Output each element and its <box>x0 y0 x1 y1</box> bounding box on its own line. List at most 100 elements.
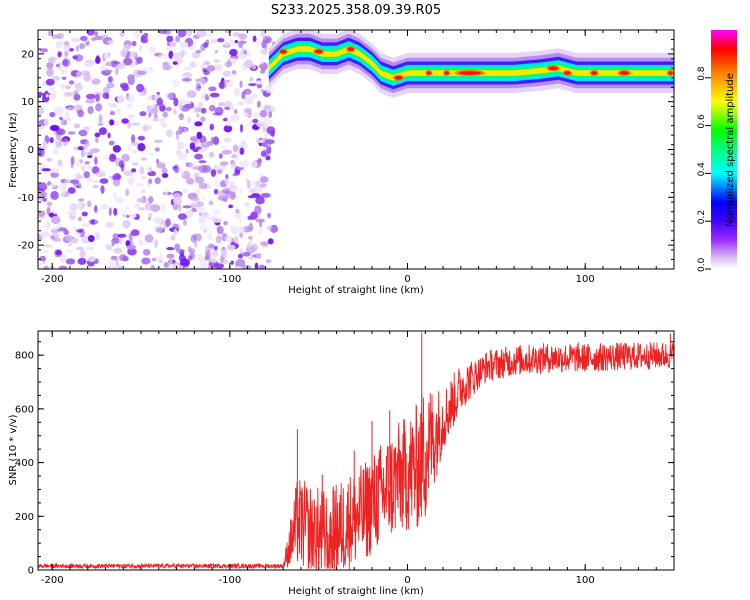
noise-blob <box>127 248 137 256</box>
noise-blob <box>233 87 241 94</box>
noise-blob <box>53 106 64 116</box>
noise-blob <box>182 205 192 209</box>
noise-blob <box>119 254 128 262</box>
noise-blob <box>63 91 74 97</box>
noise-blob <box>45 94 49 98</box>
noise-blob <box>108 259 117 266</box>
noise-blob <box>123 57 133 66</box>
noise-blob <box>140 175 147 180</box>
noise-blob <box>107 101 114 108</box>
noise-blob <box>229 48 238 57</box>
noise-blob <box>153 139 163 143</box>
signal-band <box>268 37 674 90</box>
noise-blob <box>43 118 49 126</box>
noise-blob <box>82 144 88 151</box>
noise-blob <box>47 202 53 207</box>
noise-blob <box>238 33 248 40</box>
noise-blob <box>163 262 170 268</box>
noise-blob <box>260 30 266 38</box>
noise-blob <box>75 45 79 52</box>
noise-blob <box>176 141 185 150</box>
noise-blob <box>59 116 63 120</box>
noise-blob <box>203 70 210 75</box>
noise-blob <box>44 220 52 229</box>
noise-blob <box>265 156 271 161</box>
noise-blob <box>113 247 123 254</box>
noise-blob <box>172 53 182 62</box>
noise-blob <box>141 257 151 265</box>
noise-blob <box>131 134 136 143</box>
spectrogram-y-label: Frequency (Hz) <box>8 112 19 188</box>
noise-blob <box>255 218 265 223</box>
noise-blob <box>199 216 205 223</box>
noise-blob <box>63 44 71 51</box>
noise-blob <box>156 158 160 164</box>
noise-blob <box>131 40 137 47</box>
noise-blob <box>68 131 76 135</box>
noise-blob <box>234 236 239 245</box>
noise-blob <box>172 61 178 65</box>
noise-blob <box>50 171 59 178</box>
noise-blob <box>108 154 117 162</box>
noise-blob <box>44 265 49 269</box>
noise-blob <box>158 53 168 60</box>
noise-blob <box>50 236 56 240</box>
noise-blob <box>46 68 54 77</box>
noise-blob <box>46 206 51 215</box>
noise-blob <box>260 150 267 157</box>
noise-blob <box>80 35 88 42</box>
noise-blob <box>267 212 272 219</box>
noise-blob <box>232 144 239 153</box>
noise-blob <box>270 130 275 137</box>
noise-blob <box>129 51 137 58</box>
noise-blob <box>166 45 171 51</box>
noise-blob <box>216 38 225 43</box>
noise-blob <box>107 76 113 83</box>
noise-blob <box>199 225 209 231</box>
colorbar-label: Normalized spectral amplitude <box>725 73 736 227</box>
noise-blob <box>214 263 225 269</box>
noise-blob <box>48 30 52 36</box>
noise-blob <box>266 225 273 231</box>
noise-blob <box>137 197 148 204</box>
noise-blob <box>139 242 148 246</box>
noise-blob <box>255 180 262 188</box>
noise-blob <box>94 56 101 64</box>
noise-blob <box>57 51 62 58</box>
snr-frame <box>37 330 675 571</box>
noise-blob <box>221 149 232 155</box>
noise-blob <box>165 218 171 227</box>
noise-blob <box>94 205 98 213</box>
noise-blob <box>239 80 243 88</box>
noise-blob <box>182 72 193 79</box>
noise-blob <box>50 87 55 91</box>
noise-blob <box>208 200 214 206</box>
noise-blob <box>92 179 100 184</box>
noise-blob <box>52 226 61 230</box>
noise-blob <box>112 233 120 240</box>
noise-blob <box>126 94 135 103</box>
noise-blob <box>59 138 67 142</box>
noise-blob <box>181 77 192 82</box>
spectrogram-y-tick-label: 0 <box>28 145 34 156</box>
noise-blob <box>186 177 195 185</box>
snr-panel: -200 -100 0 100 0 200 400 600 800 Height of stra… <box>8 330 675 597</box>
noise-blob <box>107 40 115 45</box>
noise-blob <box>252 112 261 119</box>
noise-blob <box>254 262 259 269</box>
noise-blob <box>247 235 253 240</box>
spectrogram-x-label: Height of straight line (km) <box>288 285 424 296</box>
noise-blob <box>213 59 220 63</box>
noise-blob <box>121 118 129 124</box>
noise-blob <box>220 161 229 166</box>
signal-peak <box>314 49 323 54</box>
noise-blob <box>201 196 206 200</box>
noise-blob <box>196 113 200 118</box>
noise-blob <box>242 112 248 116</box>
signal-peak <box>590 71 598 75</box>
noise-blob <box>251 93 259 99</box>
noise-blob <box>232 32 241 37</box>
noise-blob <box>168 257 173 267</box>
signal-peak <box>619 71 630 75</box>
noise-blob <box>247 242 252 249</box>
